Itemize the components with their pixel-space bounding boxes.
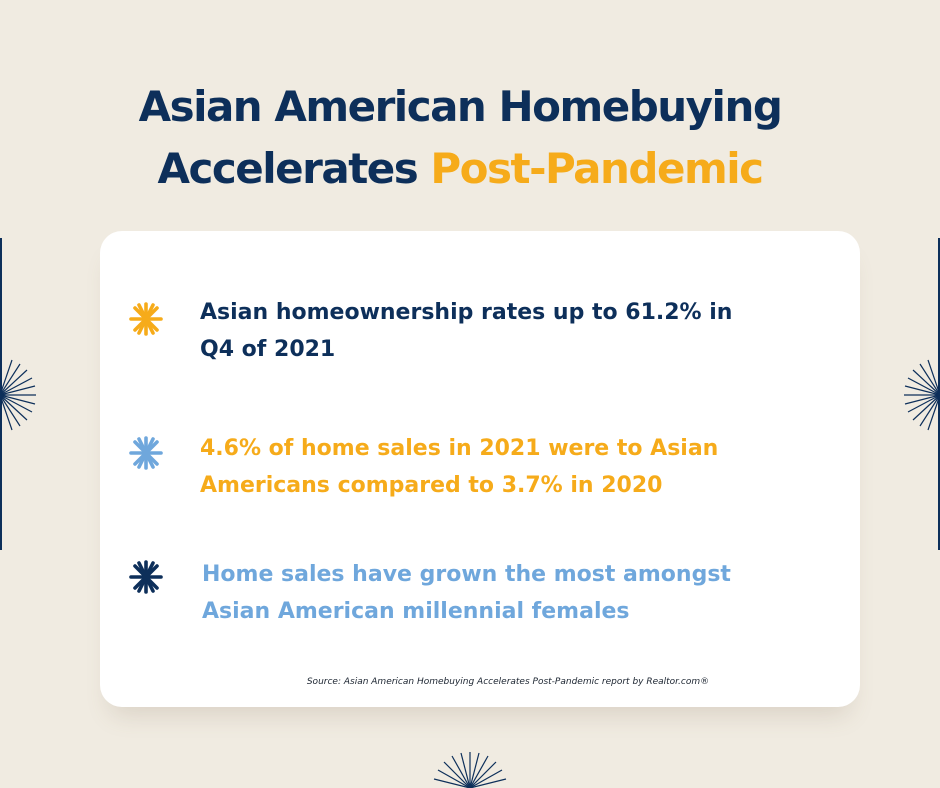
item-text-line2: Q4 of 2021 [200, 337, 336, 362]
right-sunburst-icon [904, 359, 940, 431]
list-item: Asian homeownership rates up to 61.2% in… [200, 294, 800, 368]
left-sunburst-icon [0, 359, 36, 431]
page-title-line2: Accelerates Post-Pandemic [0, 144, 930, 193]
title-main-text: Accelerates [157, 144, 431, 193]
title-accent-text: Post-Pandemic [430, 144, 764, 193]
bottom-sunburst-icon [433, 752, 507, 788]
page-title: Asian American Homebuying [138, 82, 783, 131]
item-text-line2: Asian American millennial females [202, 599, 630, 624]
list-item: 4.6% of home sales in 2021 were to Asian… [200, 430, 800, 504]
star-burst-icon [129, 302, 163, 336]
source-caption: Source: Asian American Homebuying Accele… [306, 677, 710, 687]
star-burst-icon [129, 560, 163, 594]
item-text-line1: 4.6% of home sales in 2021 were to Asian [200, 436, 719, 461]
item-text-line2: Americans compared to 3.7% in 2020 [200, 473, 663, 498]
star-burst-icon [129, 436, 163, 470]
item-text-line1: Asian homeownership rates up to 61.2% in [200, 300, 733, 325]
list-item: Home sales have grown the most amongst A… [202, 556, 802, 630]
content-card: Asian homeownership rates up to 61.2% in… [100, 231, 860, 707]
item-text-line1: Home sales have grown the most amongst [202, 562, 731, 587]
